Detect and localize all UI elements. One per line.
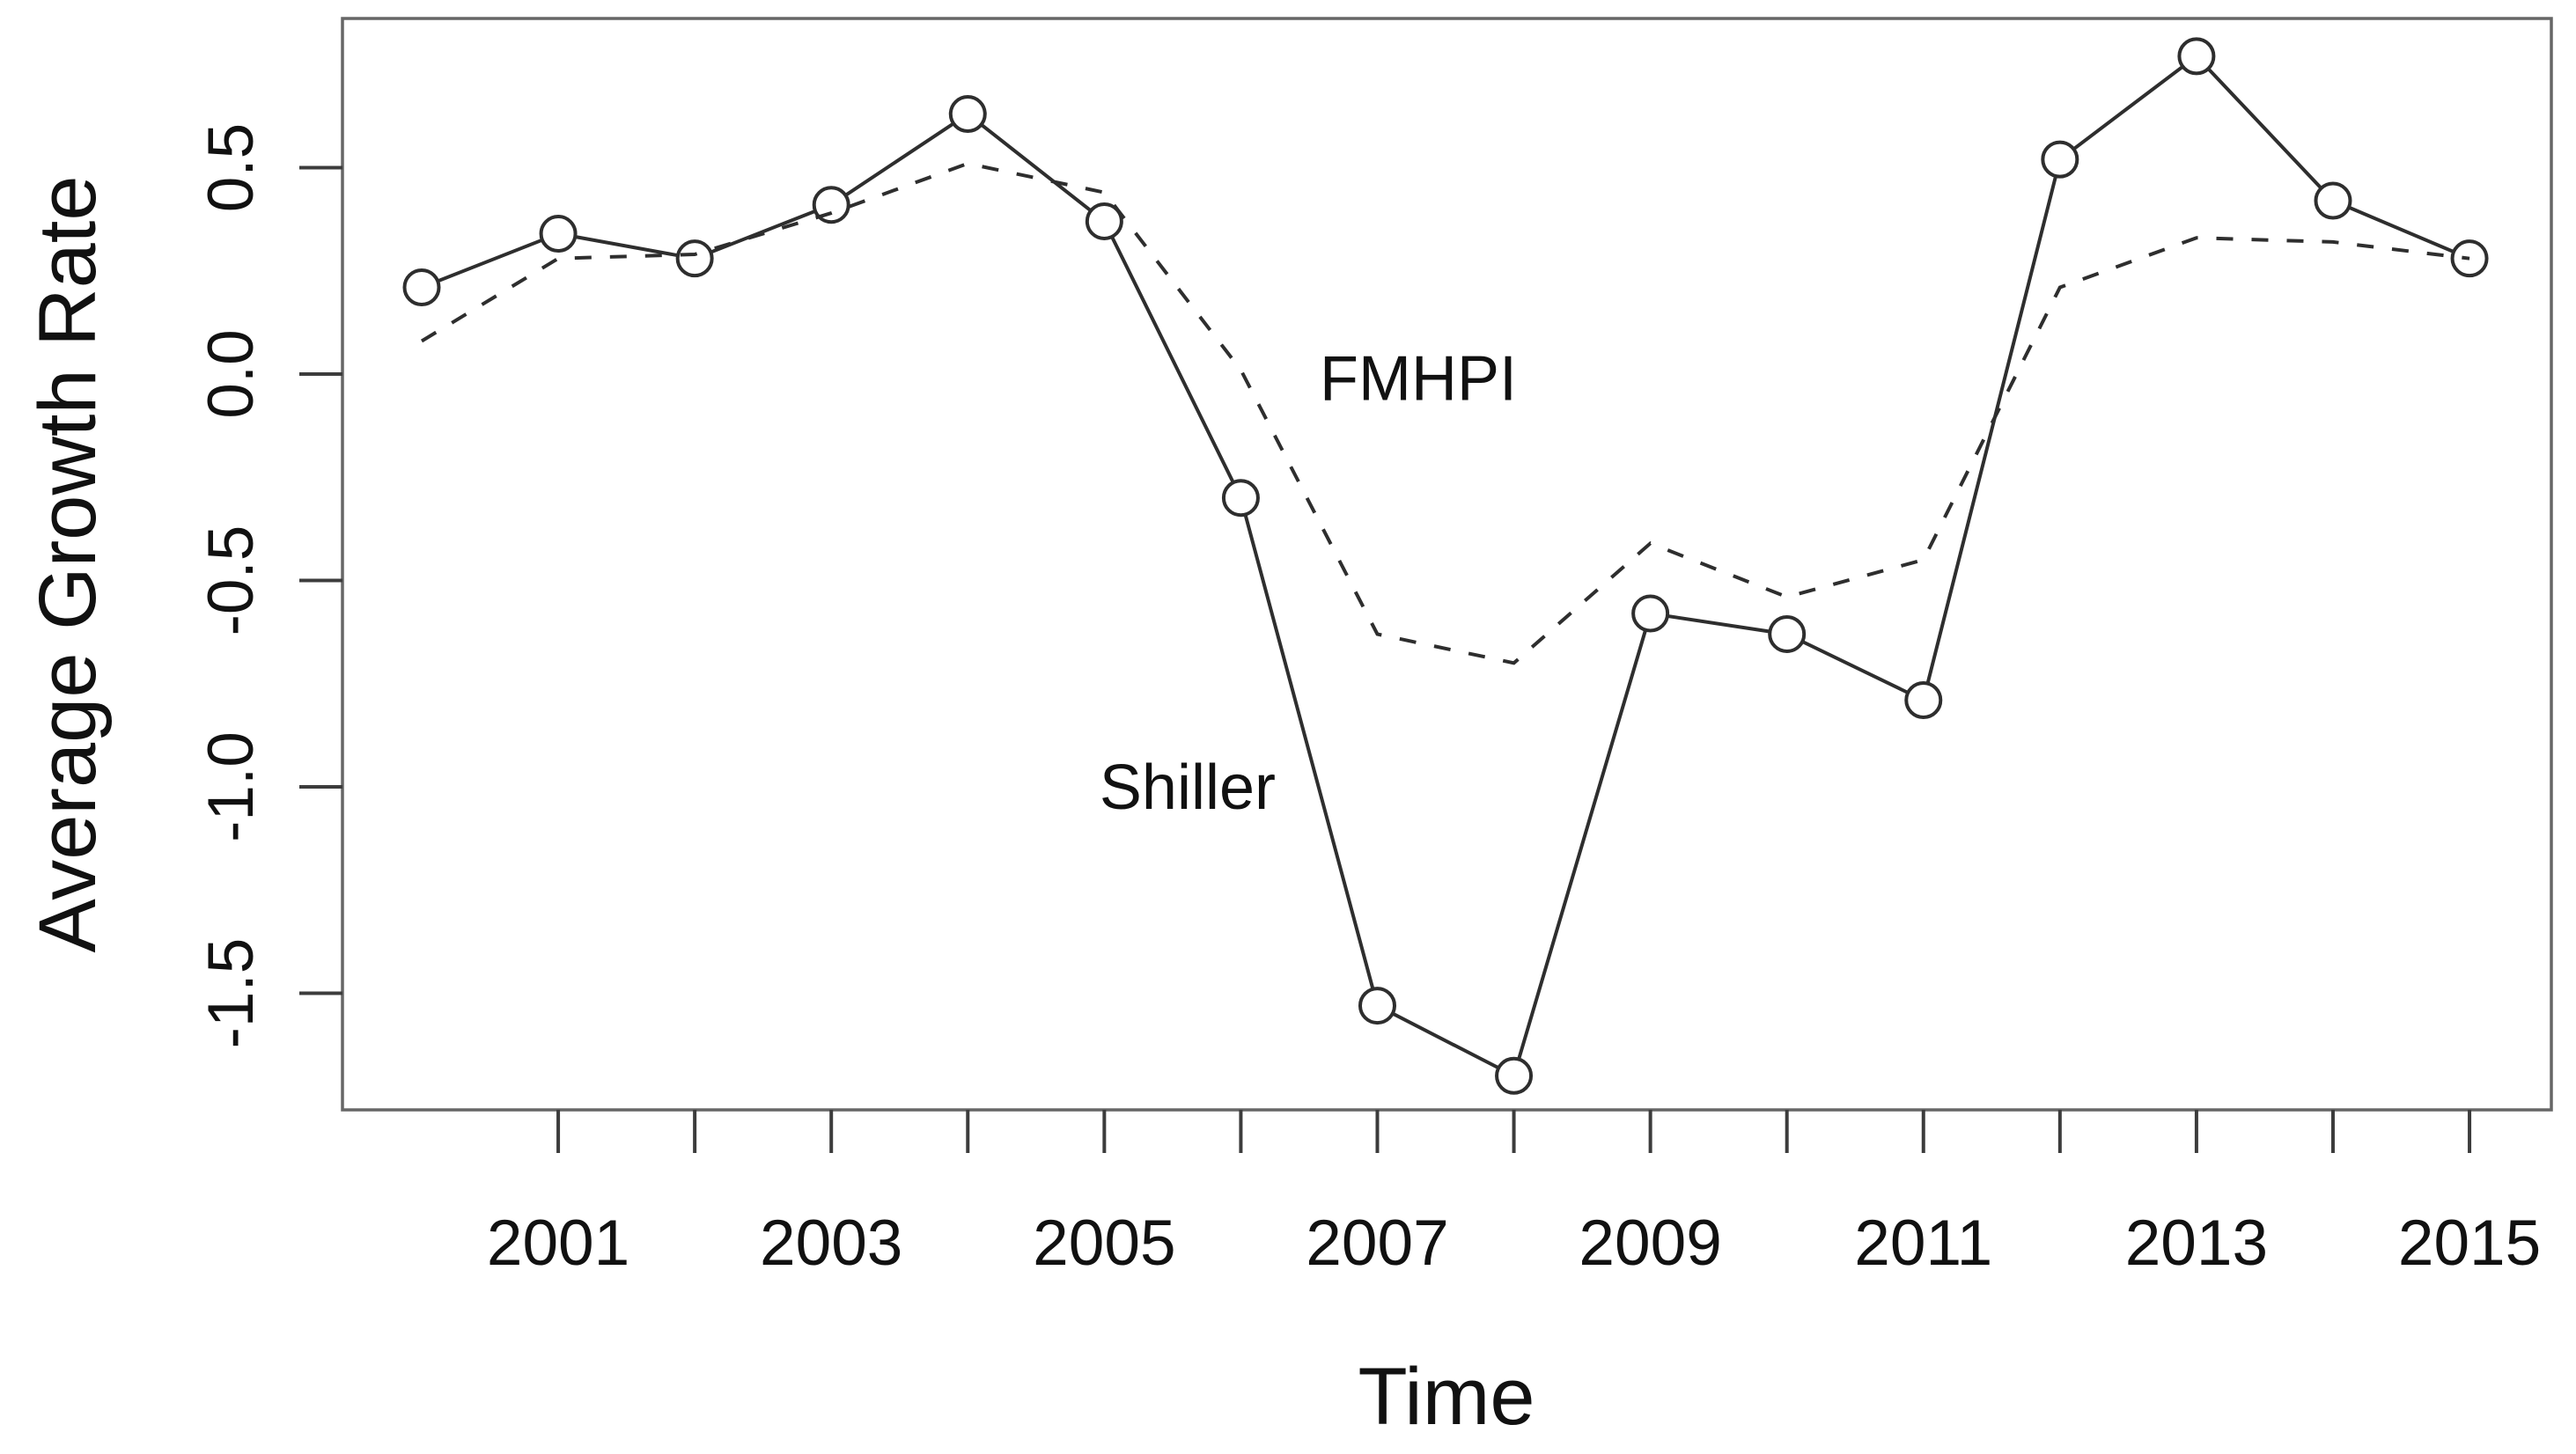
- series-line-shiller: [421, 54, 2470, 1079]
- x-tick-label: 2005: [1033, 1208, 1175, 1279]
- y-axis-title: Average Growth Rate: [23, 176, 113, 953]
- y-tick-label: -1.0: [195, 731, 267, 842]
- series-label-shiller: Shiller: [1100, 753, 1276, 823]
- data-point-shiller: [1904, 681, 1943, 720]
- series-lines: [402, 37, 2489, 1095]
- data-point-shiller: [812, 186, 850, 224]
- data-point-shiller: [2314, 181, 2352, 220]
- series-line-fmhpi: [420, 161, 2470, 665]
- data-point-shiller: [402, 268, 441, 307]
- data-point-shiller: [1221, 479, 1260, 518]
- data-point-shiller: [1495, 1056, 1534, 1095]
- x-tick-label: 2011: [1854, 1208, 1992, 1279]
- series-annotations: FMHPI Shiller: [1100, 344, 1517, 823]
- x-tick-label: 2003: [760, 1208, 902, 1279]
- axes: 0.5 0.0 -0.5 -1.0 -1.5 2001 2003 2005 2007 2009 20…: [195, 17, 2553, 1279]
- data-point-shiller: [1631, 594, 1670, 633]
- data-point-shiller: [675, 239, 714, 278]
- x-tick-label: 2009: [1579, 1208, 1721, 1279]
- x-axis-title: Time: [1358, 1352, 1535, 1442]
- data-point-shiller: [539, 215, 578, 253]
- x-tick-label: 2015: [2398, 1208, 2541, 1279]
- data-point-shiller: [1085, 202, 1123, 240]
- x-tick-label: 2013: [2125, 1208, 2268, 1279]
- x-tick-label: 2001: [487, 1208, 629, 1279]
- x-tick-label: 2007: [1306, 1208, 1448, 1279]
- data-point-shiller: [1768, 614, 1807, 653]
- y-tick-label: -0.5: [195, 525, 267, 636]
- data-point-shiller: [1358, 987, 1396, 1025]
- data-point-shiller: [2041, 140, 2079, 179]
- y-tick-label: 0.0: [195, 329, 267, 418]
- plot-border: [341, 17, 2553, 1112]
- series-label-fmhpi: FMHPI: [1320, 344, 1517, 415]
- y-tick-label: 0.5: [195, 123, 267, 212]
- y-tick-label: -1.5: [195, 938, 267, 1049]
- data-point-shiller: [2177, 37, 2216, 76]
- data-point-shiller: [948, 95, 987, 134]
